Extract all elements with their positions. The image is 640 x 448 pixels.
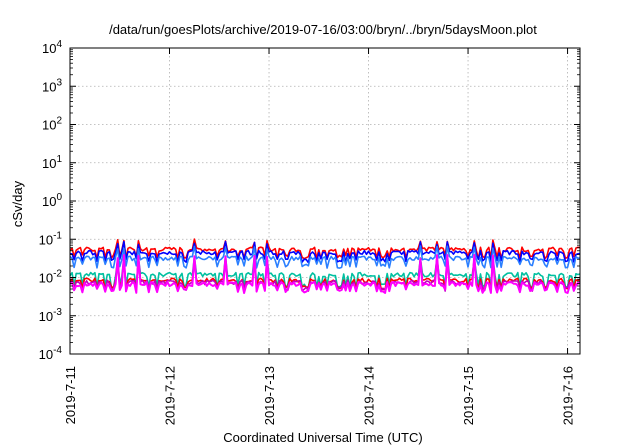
y-tick-label: 10-3 <box>39 307 63 324</box>
chart-title: /data/run/goesPlots/archive/2019-07-16/0… <box>109 22 537 37</box>
y-tick-label: 104 <box>42 39 62 56</box>
series-group <box>69 238 581 294</box>
x-tick-label: 2019-7-12 <box>163 366 178 425</box>
x-tick-label: 2019-7-16 <box>561 366 576 425</box>
y-tick-label: 10-4 <box>39 345 63 362</box>
y-axis-label: cSv/day <box>10 180 25 227</box>
y-ticks: 10-4 10-3 10-2 10-1 100 101 102 103 104 <box>39 39 580 362</box>
y-tick-label: 10-2 <box>39 269 63 286</box>
y-tick-label: 101 <box>42 154 62 171</box>
x-axis-label: Coordinated Universal Time (UTC) <box>223 430 422 445</box>
x-tick-label: 2019-7-14 <box>362 366 377 425</box>
series-line <box>69 245 580 269</box>
x-tick-label: 2019-7-11 <box>63 366 78 424</box>
y-tick-label: 102 <box>42 116 62 133</box>
series-line <box>69 254 581 294</box>
y-tick-label: 103 <box>42 77 62 94</box>
x-tick-label: 2019-7-13 <box>262 366 277 425</box>
x-ticks: 2019-7-11 2019-7-12 2019-7-13 2019-7-14 2019… <box>63 48 576 425</box>
x-tick-label: 2019-7-15 <box>461 366 476 425</box>
grid <box>70 48 580 354</box>
y-tick-label: 10-1 <box>39 230 63 247</box>
series-line <box>69 238 581 260</box>
y-tick-label: 100 <box>42 192 62 209</box>
